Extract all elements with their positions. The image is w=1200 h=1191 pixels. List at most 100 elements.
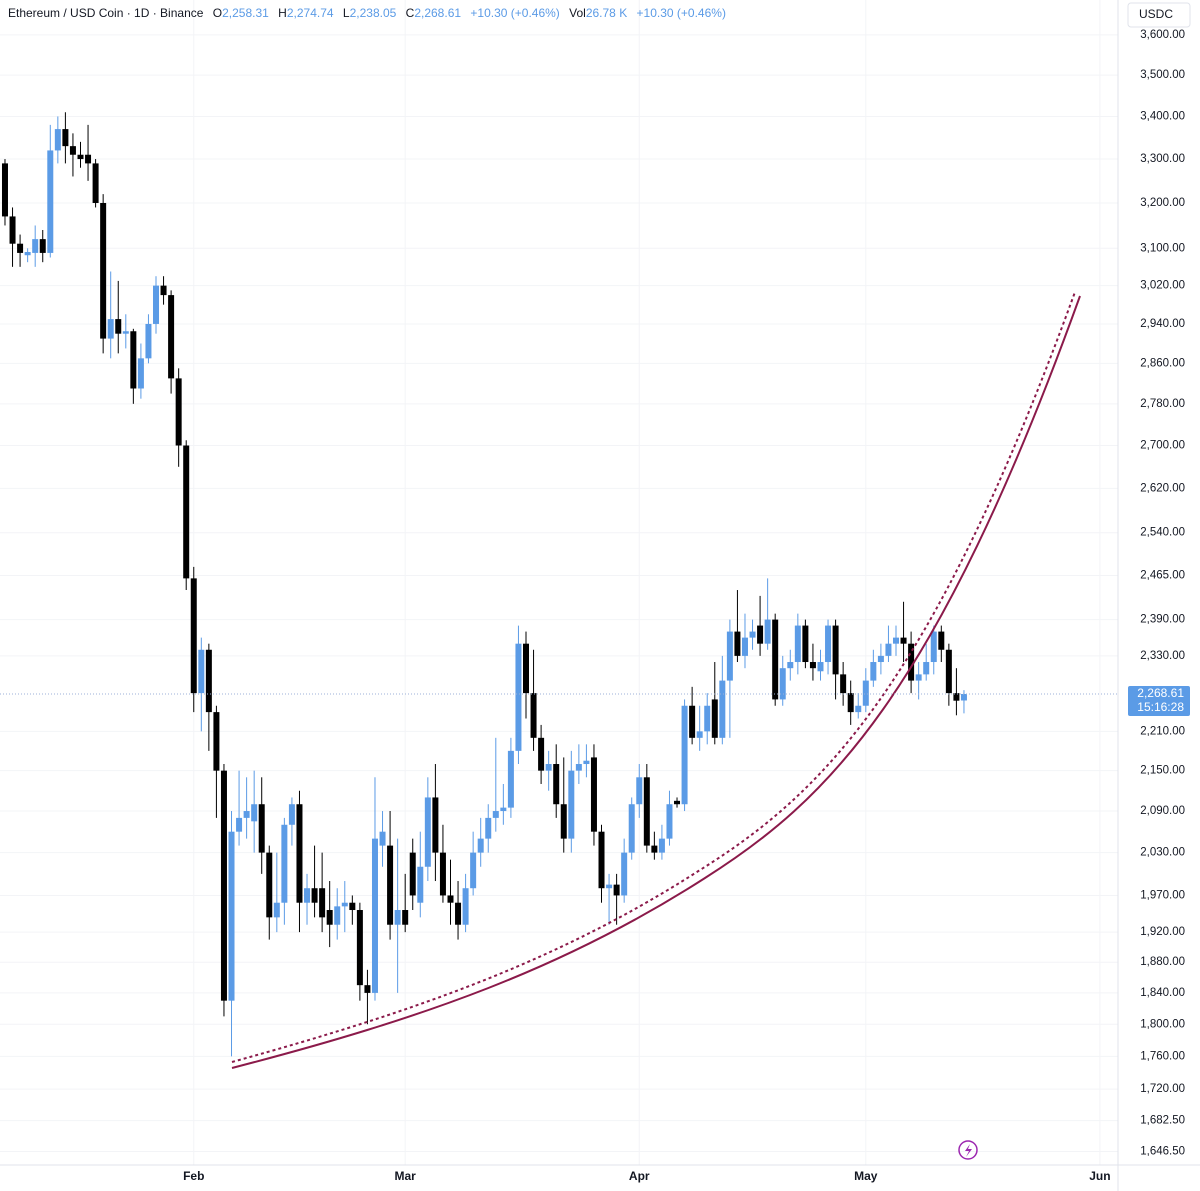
y-tick-label: 1,840.00 xyxy=(1140,987,1185,999)
candle-body xyxy=(470,852,477,889)
candle-body xyxy=(190,578,197,694)
candle-body xyxy=(613,884,620,896)
candle-body xyxy=(379,831,386,846)
candle-body xyxy=(560,804,567,839)
candle-body xyxy=(168,295,175,379)
bolt[interactable] xyxy=(965,1144,972,1157)
volume-change: +10.30 (+0.46%) xyxy=(637,6,726,20)
candle-body xyxy=(794,625,801,663)
y-tick-label: 2,700.00 xyxy=(1140,440,1185,452)
candle-body xyxy=(145,323,152,359)
field-key: O xyxy=(213,6,222,20)
candle-body xyxy=(636,777,643,805)
candle-body xyxy=(32,239,39,253)
candle-body xyxy=(439,852,446,896)
candle-body xyxy=(651,845,658,853)
candle-body xyxy=(122,331,129,334)
y-tick-label: 2,330.00 xyxy=(1140,650,1185,662)
field-key: C xyxy=(406,6,415,20)
candle-body xyxy=(553,764,560,805)
y-tick-label: 2,465.00 xyxy=(1140,570,1185,582)
candle-body xyxy=(538,737,545,771)
candle-body xyxy=(893,637,900,644)
candle-body xyxy=(394,910,401,925)
x-tick-label: Jun xyxy=(1089,1169,1110,1183)
candle-body xyxy=(643,777,650,846)
candle-body xyxy=(356,910,363,986)
candle-body xyxy=(69,146,76,155)
candle-body xyxy=(258,804,265,853)
candle-body xyxy=(583,760,590,765)
candle-body xyxy=(507,750,514,808)
symbol: Ethereum / USD Coin · 1D · Binance xyxy=(8,6,204,20)
candle-body xyxy=(311,888,318,903)
candle-body xyxy=(855,705,862,713)
candle-body xyxy=(24,251,31,256)
candle-body xyxy=(417,866,424,903)
candle-body xyxy=(115,319,122,334)
candle-body xyxy=(598,831,605,889)
candle-body xyxy=(130,331,137,389)
candle-body xyxy=(92,163,99,203)
candle-body xyxy=(515,643,522,751)
candle-body xyxy=(153,285,160,324)
candle-body xyxy=(9,216,16,244)
y-tick-label: 1,880.00 xyxy=(1140,956,1185,968)
candle-body xyxy=(832,625,839,675)
field-value: 2,274.74 xyxy=(287,6,334,20)
candle-body xyxy=(825,625,832,663)
candle-body xyxy=(779,668,786,700)
candle-body xyxy=(900,637,907,644)
bolt-circle[interactable] xyxy=(958,1140,978,1160)
currency: USDC xyxy=(1139,7,1173,21)
candle-body xyxy=(100,202,107,339)
candle-body xyxy=(281,824,288,903)
y-tick-label: 3,300.00 xyxy=(1140,153,1185,165)
y-tick-label: 2,780.00 xyxy=(1140,398,1185,410)
candle-body xyxy=(137,358,144,389)
candle-body xyxy=(39,239,46,253)
y-tick-label: 2,030.00 xyxy=(1140,847,1185,859)
candle-body xyxy=(741,637,748,656)
candle-body xyxy=(960,693,967,701)
y-tick-label: 1,682.50 xyxy=(1140,1115,1185,1127)
x-tick-label: Feb xyxy=(183,1169,204,1183)
candle-body xyxy=(236,817,243,832)
candle-body xyxy=(349,902,356,911)
candle-body xyxy=(764,619,771,644)
candle-body xyxy=(726,631,733,681)
y-tick-label: 2,860.00 xyxy=(1140,357,1185,369)
candle-body xyxy=(243,811,250,818)
y-tick-label: 1,800.00 xyxy=(1140,1018,1185,1030)
y-tick-label: 3,200.00 xyxy=(1140,197,1185,209)
field-value: 2,238.05 xyxy=(350,6,397,20)
candle-body xyxy=(862,680,869,706)
bolt-icon[interactable] xyxy=(958,1140,978,1160)
candle-body xyxy=(953,693,960,701)
x-tick-label: May xyxy=(854,1169,878,1183)
x-tick-label: Mar xyxy=(395,1169,417,1183)
candle-body xyxy=(319,888,326,918)
candle-body xyxy=(666,804,673,839)
currency-box[interactable] xyxy=(1127,2,1191,28)
candle-body xyxy=(523,643,530,694)
candle-body xyxy=(402,910,409,925)
candle-body xyxy=(877,655,884,663)
field-key: H xyxy=(278,6,287,20)
candle-body xyxy=(689,705,696,738)
candle-body xyxy=(198,649,205,694)
candle-body xyxy=(296,804,303,903)
y-tick-label: 2,390.00 xyxy=(1140,614,1185,626)
candle-body xyxy=(1,163,8,217)
volume-key: Vol xyxy=(569,6,586,20)
candle-body xyxy=(447,895,454,903)
curve-solid xyxy=(231,295,1081,1069)
candle-body xyxy=(711,699,718,738)
candle-body xyxy=(908,643,915,681)
candle-body xyxy=(674,800,681,805)
countdown: 15:16:28 xyxy=(1137,700,1184,714)
candle-body xyxy=(530,693,537,738)
change: +10.30 (+0.46%) xyxy=(470,6,559,20)
candle-body xyxy=(847,693,854,713)
candle-body xyxy=(387,845,394,925)
